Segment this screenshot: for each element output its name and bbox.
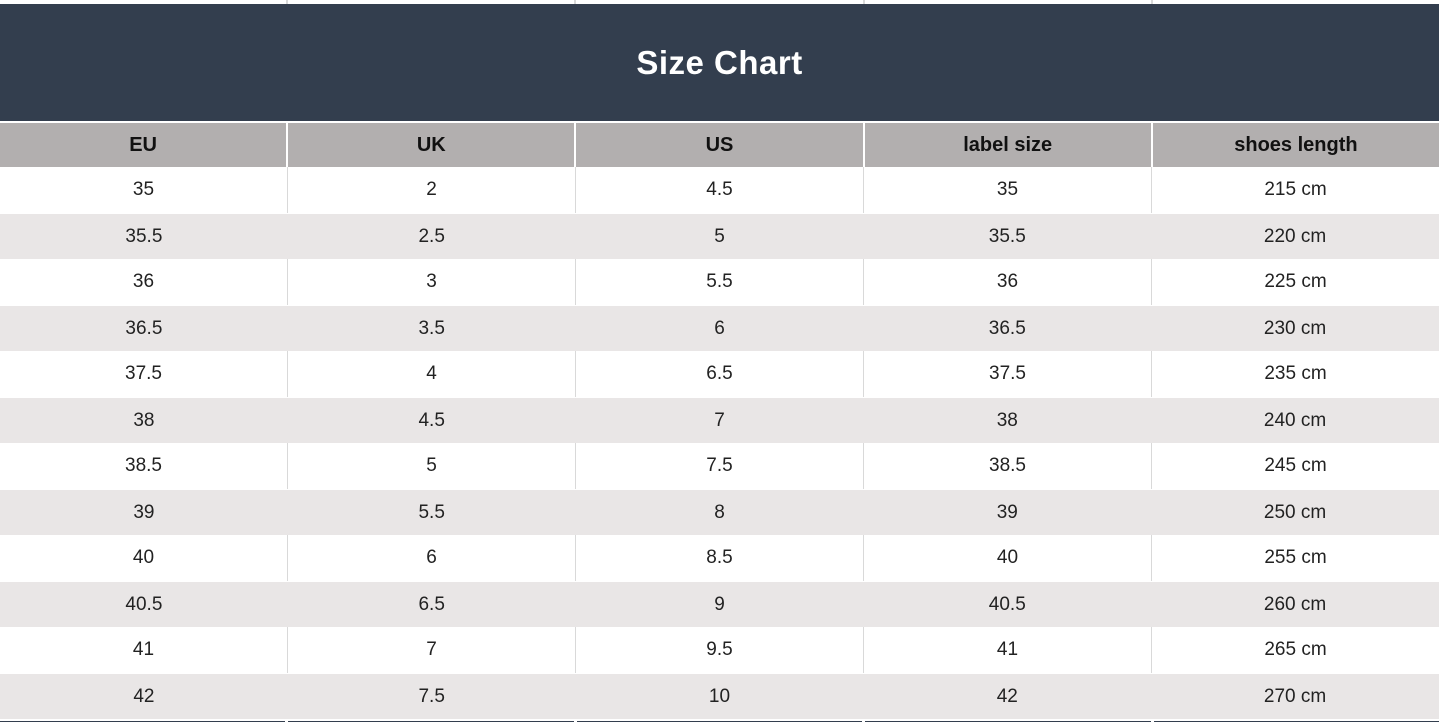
table-cell-eu: 41: [0, 627, 288, 673]
table-cell-label-size: 40: [864, 535, 1152, 581]
table-cell-eu: 36: [0, 259, 288, 305]
table-cell-uk: 6.5: [418, 593, 445, 615]
table-cell-shoes-length: 220 cm: [1263, 225, 1327, 247]
table-cell-label-size: 42: [996, 685, 1018, 707]
table-cell-eu: 36.5: [125, 317, 163, 339]
top-gridline-strip: [0, 0, 1439, 4]
bottom-band-segment: [576, 719, 866, 722]
table-cell-eu: 38: [133, 409, 155, 431]
column-header-uk: UK: [288, 123, 577, 167]
table-body: 35 2 4.5 35 215 cm 35.5 2.5 5 35.5 220 cm 36 3 5.5 36…: [0, 167, 1439, 719]
table-cell-shoes-length: 250 cm: [1263, 501, 1327, 523]
table-row: 41 7 9.5 41 265 cm: [0, 627, 1439, 673]
table-cell-uk: 7.5: [418, 685, 445, 707]
table-cell-label-size: 35.5: [988, 225, 1026, 247]
table-cell-shoes-length: 270 cm: [1263, 685, 1327, 707]
table-row: 38.5 5 7.5 38.5 245 cm: [0, 443, 1439, 489]
table-cell-label-size: 36.5: [988, 317, 1026, 339]
table-cell-label-size: 38.5: [864, 443, 1152, 489]
table-row: 42 7.5 10 42 270 cm: [0, 673, 1439, 719]
bottom-band-segment: [865, 719, 1154, 722]
table-cell-label-size: 39: [996, 501, 1018, 523]
table-cell-us: 8.5: [576, 535, 864, 581]
gridline-segment: [288, 0, 577, 4]
table-cell-us: 4.5: [576, 167, 864, 213]
table-cell-uk: 4.5: [418, 409, 445, 431]
table-cell-uk: 4: [288, 351, 576, 397]
column-header-shoes-length: shoes length: [1234, 133, 1358, 156]
table-cell-label-size: 35: [864, 167, 1152, 213]
table-cell-shoes-length: 225 cm: [1264, 271, 1327, 292]
table-header-row: EU UK US label size shoes length: [0, 121, 1439, 167]
table-cell-eu: 37.5: [0, 351, 288, 397]
table-cell-label-size: 37.5: [864, 351, 1152, 397]
table-cell-uk: 7: [288, 627, 576, 673]
page-title: Size Chart: [636, 43, 803, 81]
bottom-band-segment: [0, 719, 289, 722]
table-cell-us: 7: [714, 409, 725, 431]
table-row: 37.5 4 6.5 37.5 235 cm: [0, 351, 1439, 397]
table-cell-us: 9.5: [576, 627, 864, 673]
table-cell-us: 7.5: [576, 443, 864, 489]
table-cell-uk: 6: [288, 535, 576, 581]
table-row: 35 2 4.5 35 215 cm: [0, 167, 1439, 213]
table-cell-shoes-length: 240 cm: [1263, 409, 1327, 431]
table-cell-shoes-length: 255 cm: [1264, 547, 1327, 568]
table-cell-eu: 40.5: [125, 593, 163, 615]
table-cell-shoes-length: 245 cm: [1264, 455, 1327, 476]
table-cell-label-size: 40.5: [988, 593, 1026, 615]
table-cell-eu: 40: [0, 535, 288, 581]
table-cell-eu: 35.5: [125, 225, 163, 247]
table-cell-shoes-length: 260 cm: [1263, 593, 1327, 615]
table-cell-eu: 38.5: [0, 443, 288, 489]
table-cell-uk: 3.5: [418, 317, 445, 339]
table-cell-eu: 39: [133, 501, 155, 523]
table-cell-us: 5.5: [576, 259, 864, 305]
table-row: 36 3 5.5 36 225 cm: [0, 259, 1439, 305]
table-cell-eu: 35: [0, 167, 288, 213]
bottom-band: [0, 719, 1439, 722]
table-cell-shoes-length: 265 cm: [1264, 639, 1327, 660]
table-cell-uk: 2.5: [418, 225, 445, 247]
table-cell-us: 8: [714, 501, 725, 523]
gridline-segment: [864, 0, 1153, 4]
bottom-band-segment: [288, 719, 577, 722]
table-row: 40.5 6.5 9 40.5 260 cm: [0, 581, 1439, 627]
table-row: 36.5 3.5 6 36.5 230 cm: [0, 305, 1439, 351]
column-header-us: US: [576, 123, 865, 167]
table-cell-label-size: 36: [864, 259, 1152, 305]
table-cell-uk: 2: [288, 167, 576, 213]
table-cell-us: 6.5: [576, 351, 864, 397]
column-header-label-size: label size: [865, 123, 1153, 167]
table-row: 38 4.5 7 38 240 cm: [0, 397, 1439, 443]
table-cell-label-size: 38: [996, 409, 1018, 431]
table-row: 39 5.5 8 39 250 cm: [0, 489, 1439, 535]
gridline-segment: [1152, 0, 1439, 4]
table-cell-uk: 3: [288, 259, 576, 305]
table-cell-us: 10: [708, 685, 731, 707]
bottom-band-segment: [1153, 719, 1439, 722]
table-cell-shoes-length: 230 cm: [1263, 317, 1327, 339]
table-cell-label-size: 41: [864, 627, 1152, 673]
table-cell-shoes-length: 215 cm: [1264, 179, 1327, 200]
table-cell-us: 9: [714, 593, 725, 615]
table-cell-us: 6: [714, 317, 725, 339]
gridline-segment: [0, 0, 289, 4]
table-cell-shoes-length: 235 cm: [1264, 363, 1327, 384]
table-cell-eu: 42: [133, 685, 155, 707]
title-band: Size Chart: [0, 4, 1439, 121]
table-row: 35.5 2.5 5 35.5 220 cm: [0, 213, 1439, 259]
table-cell-uk: 5.5: [418, 501, 445, 523]
column-header-eu: EU: [0, 123, 289, 167]
table-cell-uk: 5: [288, 443, 576, 489]
table-row: 40 6 8.5 40 255 cm: [0, 535, 1439, 581]
table-cell-us: 5: [714, 225, 725, 247]
gridline-segment: [576, 0, 865, 4]
